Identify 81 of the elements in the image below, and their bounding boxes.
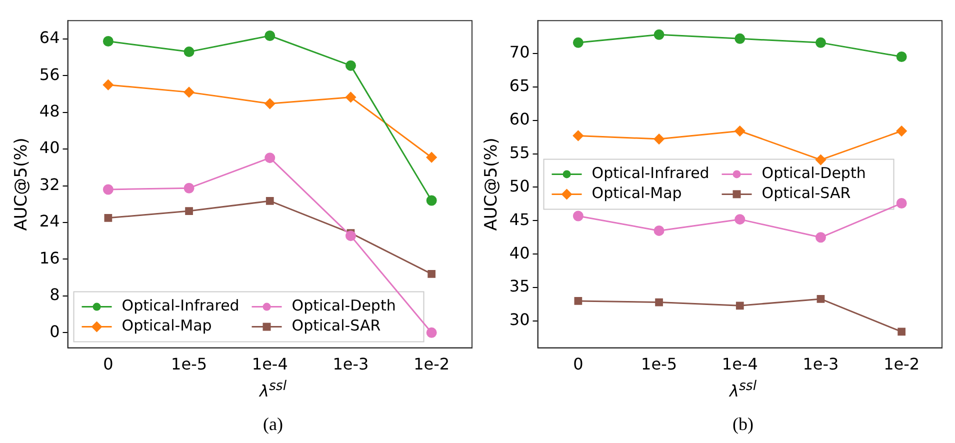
- point: [734, 214, 746, 225]
- point: [345, 230, 356, 242]
- point: [184, 46, 194, 58]
- point: [428, 270, 436, 278]
- y-axis-title: AUC@5(%): [12, 138, 32, 231]
- point: [185, 207, 193, 215]
- point: [574, 297, 582, 305]
- point: [572, 210, 584, 222]
- point: [896, 51, 907, 62]
- y-tick-label: 64: [39, 28, 60, 48]
- legend-label: Optical-Map: [592, 184, 682, 202]
- point: [345, 60, 356, 71]
- point: [898, 328, 906, 336]
- y-tick-label: 40: [39, 138, 60, 158]
- x-tick-label: 1e-5: [641, 354, 678, 374]
- point: [572, 130, 584, 141]
- point: [102, 36, 114, 46]
- x-axis-title: λ$^{ssl}$: [728, 378, 758, 400]
- point: [264, 98, 276, 109]
- y-tick-label: 48: [39, 102, 60, 121]
- legend-label: Optical-Depth: [292, 296, 396, 315]
- y-tick-label: 55: [509, 142, 530, 162]
- point: [264, 152, 276, 164]
- y-tick-label: 8: [50, 285, 60, 304]
- y-tick-label: 70: [509, 42, 530, 62]
- point: [426, 327, 437, 338]
- point: [102, 80, 114, 90]
- point: [896, 126, 907, 136]
- point: [345, 92, 356, 102]
- legend-label: Optical-Map: [122, 316, 212, 335]
- point: [734, 126, 746, 136]
- x-tick-label: 1e-2: [884, 354, 920, 374]
- point: [734, 33, 746, 44]
- x-axis-title: λ$^{ssl}$: [258, 378, 288, 400]
- point: [102, 184, 114, 195]
- y-tick-label: 35: [509, 276, 530, 296]
- y-tick-label: 24: [39, 212, 60, 231]
- text: (a): [262, 414, 284, 436]
- legend-label: Optical-Infrared: [122, 296, 240, 315]
- point: [736, 302, 744, 310]
- point: [184, 86, 194, 98]
- legend-label: Optical-Infrared: [592, 164, 710, 182]
- x-tick-label: 1e-3: [802, 354, 839, 374]
- y-tick-label: 16: [39, 248, 60, 268]
- y-tick-label: 56: [39, 64, 60, 84]
- y-tick-label: 65: [509, 76, 530, 95]
- x-tick-label: 1e-3: [332, 354, 369, 374]
- x-tick-label: 1e-4: [252, 354, 288, 374]
- point: [184, 182, 194, 194]
- point: [654, 29, 664, 40]
- point: [426, 152, 437, 163]
- y-tick-label: 45: [509, 210, 530, 229]
- legend-label: Optical-SAR: [292, 316, 381, 335]
- y-tick-label: 40: [509, 243, 530, 262]
- x-tick-label: 1e-2: [414, 354, 450, 374]
- legend-label: Optical-Depth: [762, 164, 866, 182]
- point: [815, 232, 826, 243]
- point: [266, 197, 274, 205]
- point: [654, 225, 664, 236]
- point: [816, 295, 825, 303]
- point: [572, 37, 584, 48]
- x-tick-label: 1e-4: [722, 354, 758, 374]
- x-tick-label: 1e-5: [171, 354, 208, 374]
- legend-label: Optical-SAR: [762, 184, 851, 202]
- point: [654, 134, 664, 144]
- y-axis-title: AUC@5(%): [482, 138, 502, 231]
- y-tick-label: 32: [39, 174, 60, 194]
- text: (b): [732, 414, 754, 436]
- point: [815, 37, 826, 48]
- point: [896, 198, 907, 209]
- y-tick-label: 0: [50, 322, 60, 341]
- y-tick-label: 30: [509, 310, 530, 330]
- y-tick-label: 60: [509, 109, 530, 128]
- point: [655, 298, 663, 306]
- point: [264, 30, 276, 41]
- x-tick-label: 0: [103, 354, 114, 374]
- point: [104, 214, 112, 222]
- point: [426, 195, 437, 206]
- point: [815, 154, 826, 166]
- x-tick-label: 0: [573, 354, 584, 374]
- y-tick-label: 50: [509, 176, 530, 196]
